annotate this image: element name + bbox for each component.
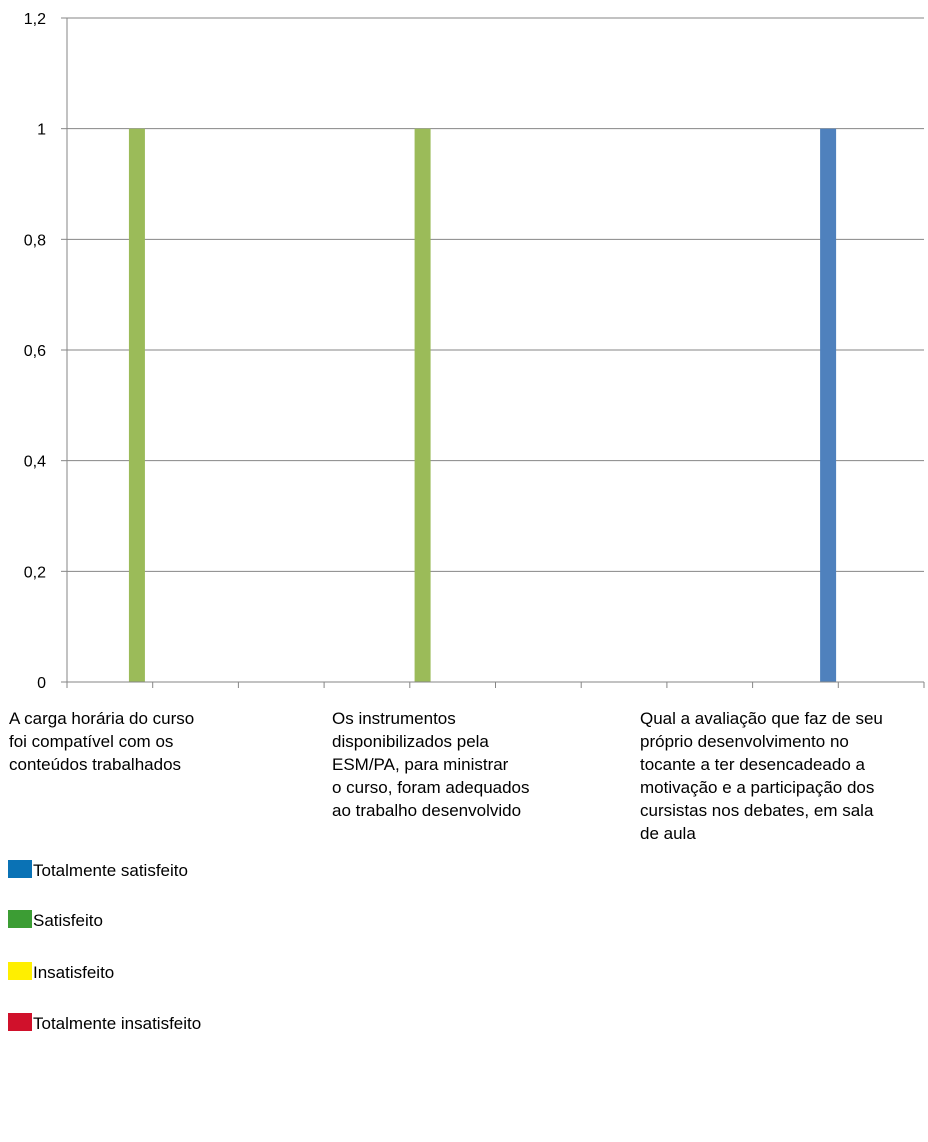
legend-swatch (8, 910, 32, 928)
y-tick-label: 0,2 (24, 564, 46, 581)
legend-label: Totalmente insatisfeito (33, 1014, 202, 1033)
legend-label: Satisfeito (33, 911, 103, 930)
legend-swatch (8, 1013, 32, 1031)
legend-label: Insatisfeito (33, 963, 115, 982)
legend-item-totalmente-insatisfeito: Totalmente insatisfeito (8, 1013, 201, 1035)
y-tick-label: 1,2 (24, 11, 46, 28)
y-tick-label: 1 (37, 122, 46, 139)
chart-plot: 0 0,2 0,4 0,6 0,8 1 1,2 (24, 11, 925, 692)
y-tick-label: 0,4 (24, 454, 46, 471)
bar-1 (128, 128, 145, 682)
y-tick-label: 0 (37, 675, 46, 692)
legend-item-totalmente-satisfeito: Totalmente satisfeito (8, 860, 188, 882)
category-label-1: A carga horária do curso foi compatível … (9, 709, 195, 774)
legend-swatch (8, 962, 32, 980)
category-label-3: Qual a avaliação que faz de seu próprio … (640, 709, 883, 843)
legend-item-insatisfeito: Insatisfeito (8, 962, 114, 984)
y-tick-label: 0,8 (24, 232, 46, 249)
category-label-2: Os instrumentos disponibilizados pela ES… (332, 709, 530, 820)
bar-2 (414, 128, 431, 682)
y-tick-label: 0,6 (24, 343, 46, 360)
legend-label: Totalmente satisfeito (33, 861, 188, 880)
legend-item-satisfeito: Satisfeito (8, 910, 103, 932)
legend-swatch (8, 860, 32, 878)
bar-3 (820, 128, 837, 682)
